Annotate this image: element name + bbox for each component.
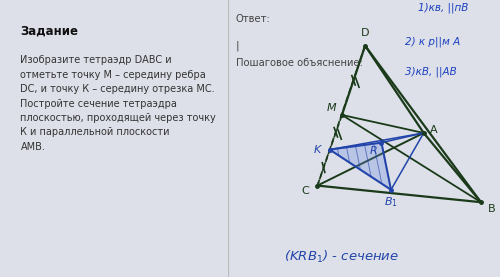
Text: (KRB$_1$) - сечение: (KRB$_1$) - сечение bbox=[284, 248, 400, 265]
Text: Пошаговое объяснение:: Пошаговое объяснение: bbox=[236, 58, 362, 68]
Text: 3)кВ, ||АВ: 3)кВ, ||АВ bbox=[404, 66, 456, 77]
Text: Задание: Задание bbox=[20, 25, 78, 38]
Text: B: B bbox=[488, 204, 496, 214]
Text: D: D bbox=[361, 28, 370, 38]
Text: C: C bbox=[302, 186, 309, 196]
Text: Ответ:: Ответ: bbox=[236, 14, 270, 24]
Text: |: | bbox=[236, 40, 240, 51]
Text: K: K bbox=[314, 145, 321, 155]
Text: 1)кв, ||пВ: 1)кв, ||пВ bbox=[418, 3, 469, 13]
Text: Изобразите тетраэдр DABC и
отметьте точку М – середину ребра
DC, и точку К – сер: Изобразите тетраэдр DABC и отметьте точк… bbox=[20, 55, 216, 152]
Text: R: R bbox=[370, 146, 377, 156]
Text: A: A bbox=[430, 125, 437, 135]
Text: 2) к р||м А: 2) к р||м А bbox=[404, 36, 460, 47]
Text: B$_1$: B$_1$ bbox=[384, 195, 398, 209]
Text: M: M bbox=[326, 103, 336, 113]
Polygon shape bbox=[330, 143, 391, 190]
